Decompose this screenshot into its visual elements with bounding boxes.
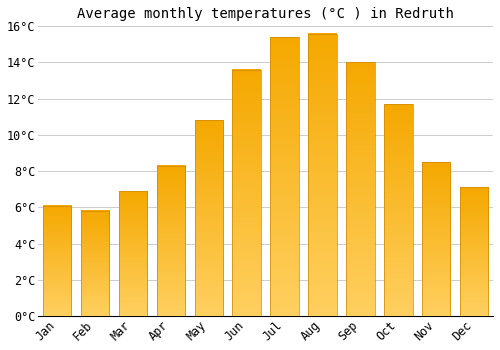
Bar [194,120,223,316]
Bar [346,63,374,316]
Bar [422,162,450,316]
Bar [81,211,110,316]
Bar [384,104,412,316]
Bar [308,34,336,316]
Bar [43,205,72,316]
Bar [270,37,299,316]
Bar [156,166,185,316]
Title: Average monthly temperatures (°C ) in Redruth: Average monthly temperatures (°C ) in Re… [77,7,454,21]
Bar [119,191,147,316]
Bar [232,70,261,316]
Bar [460,187,488,316]
